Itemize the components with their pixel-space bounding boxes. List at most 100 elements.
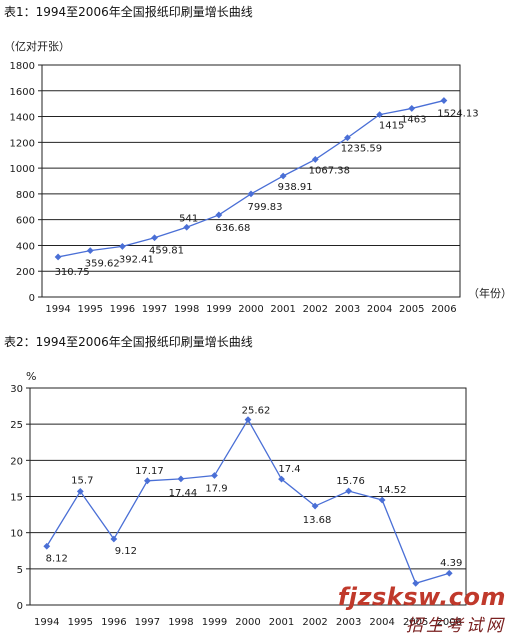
chart1-data-label: 1415 [379,121,404,132]
chart1-y-tick-label: 1800 [10,61,35,72]
chart1-data-label: 359.62 [85,259,120,270]
chart1-point [151,234,158,242]
chart1-title: 表1：1994至2006年全国报纸印刷量增长曲线 [4,5,253,19]
chart1-point [408,105,416,112]
chart2-point [445,569,453,577]
chart1-y-tick-label: 0 [29,293,35,304]
chart2-point [43,542,51,550]
chart2-x-tick-label: 1996 [101,617,126,628]
chart2-x-tick-label: 1995 [68,617,93,628]
chart1-x-tick-label: 2003 [335,304,360,315]
chart1-x-tick-label: 2006 [431,304,456,315]
chart1-y-axis-label: （亿对开张） [4,39,70,53]
chart2-data-label: 8.12 [46,553,68,564]
chart2-data-label: 14.52 [378,485,407,496]
chart2-x-tick-label: 2004 [369,617,394,628]
chart1-x-tick-label: 2005 [399,304,424,315]
chart2-point [345,487,353,495]
chart2-y-axis-label: % [26,370,36,383]
chart1-point [86,247,94,255]
chart1-y-tick-label: 200 [16,267,35,278]
chart1-y-tick-label: 400 [16,241,35,252]
chart1-y-tick-label: 1000 [10,164,35,175]
chart2-point [311,502,319,510]
chart2-x-tick-label: 2003 [336,617,361,628]
chart2-y-tick-label: 30 [10,384,23,395]
watermark: fjzsksw.com 招生考试网 [338,583,506,636]
chart2-x-tick-label: 1997 [135,617,160,628]
chart2-y-tick-label: 20 [10,456,23,467]
chart2-y-tick-label: 10 [10,529,23,540]
chart2-x-tick-label: 1999 [202,617,227,628]
chart1-data-label: 636.68 [215,223,250,234]
chart2-data-label: 17.44 [169,488,198,499]
chart2-y-tick-label: 25 [10,420,23,431]
chart1-data-label: 938.91 [278,182,313,193]
chart2-point [177,475,185,483]
chart2-series-line [46,418,450,585]
chart1-data-label: 310.75 [55,267,90,278]
chart1-point [215,211,223,219]
chart1-x-tick-label: 1994 [45,304,70,315]
chart2-data-label: 25.62 [242,406,271,417]
chart2-x-tick-label: 2001 [269,617,294,628]
chart2-x-tick-label: 1994 [34,617,59,628]
chart2-point [412,579,420,587]
chart2-point [76,488,84,495]
watermark-url: fjzsksw.com [337,583,506,611]
chart1-point [183,223,191,231]
chart2-point [110,535,118,543]
chart1-data-label: 1463 [401,114,426,125]
chart1-data-label: 1235.59 [341,144,382,155]
chart1-x-tick-label: 2002 [303,304,328,315]
chart2-data-label: 17.4 [278,464,300,475]
chart1-y-tick-label: 1600 [10,87,35,98]
chart1-point [376,111,384,119]
chart2-x-tick-label: 1998 [168,617,193,628]
chart1-x-tick-label: 2000 [238,304,263,315]
chart1-data-label: 1067.38 [309,165,350,176]
chart2-point [278,475,285,483]
chart1-y-tick-label: 1400 [10,113,35,124]
chart1-point [344,134,351,142]
chart1-point [311,156,319,163]
chart2-point [211,472,218,479]
chart1-x-tick-label: 1997 [142,304,167,315]
chart1-x-tick-label: 1998 [174,304,199,315]
chart1-x-tick-label: 2001 [270,304,295,315]
chart2-data-label: 17.9 [205,484,227,495]
chart1-point [118,243,126,250]
chart1-x-tick-label: 1999 [206,304,231,315]
chart2-y-tick-label: 5 [17,565,23,576]
chart2-point [143,477,151,485]
chart2-y-tick-label: 15 [10,493,23,504]
chart1-y-tick-label: 800 [16,190,35,201]
chart1-x-tick-label: 1995 [78,304,103,315]
chart1-point [247,190,255,198]
chart2-data-label: 4.39 [440,558,462,569]
chart1-x-tick-label: 1996 [110,304,135,315]
chart1-data-label: 459.81 [149,246,184,257]
chart1-plot-frame [41,64,461,298]
chart2-x-tick-label: 2000 [235,617,260,628]
chart1-data-label: 799.83 [248,202,283,213]
chart1-x-axis-label: （年份） [468,286,512,300]
chart1-point [440,97,448,104]
chart2-x-tick-label: 2005 [403,617,428,628]
chart1-y-tick-label: 1200 [10,138,35,149]
chart2-point [378,496,386,504]
chart2-x-tick-label: 2002 [302,617,327,628]
chart2-x-tick-label: 2006 [437,617,462,628]
chart1-y-tick-label: 600 [16,216,35,227]
watermark-text: 招生考试网 [406,616,506,636]
chart1-data-label: 392.41 [119,254,154,265]
chart2-y-tick-label: 0 [17,601,23,612]
chart1-x-tick-label: 2004 [367,304,392,315]
chart2-point [244,416,252,424]
chart1-data-label: 541 [179,213,198,224]
chart2-data-label: 17.17 [135,466,164,477]
chart2-title: 表2：1994至2006年全国报纸印刷量增长曲线 [4,335,253,349]
chart1-data-label: 1524.13 [437,109,478,120]
chart1-svg: 0 200 400 600 800 1000 1200 1400 1600 1800 1994 199… [4,39,512,315]
